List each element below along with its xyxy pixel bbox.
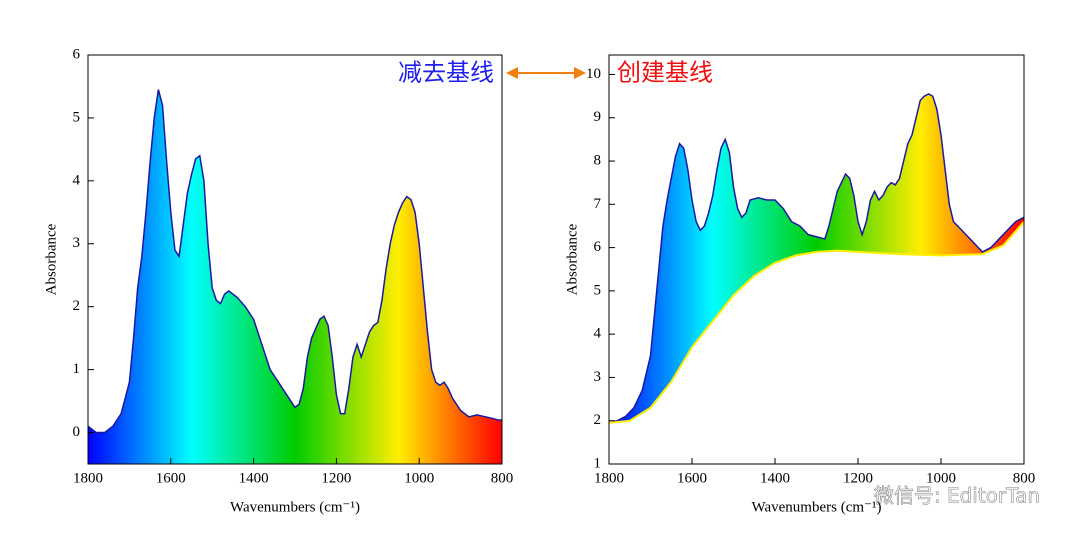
x-tick-label: 1400 (760, 470, 790, 486)
x-tick-label: 1800 (73, 470, 103, 486)
x-tick-label: 1800 (594, 470, 624, 486)
annotation: 创建基线 (617, 60, 713, 87)
y-tick-label: 4 (594, 326, 602, 342)
y-tick-label: 8 (594, 152, 602, 168)
y-tick-label: 6 (594, 239, 602, 255)
y-tick-label: 2 (73, 298, 81, 314)
x-tick-label: 1600 (156, 470, 186, 486)
y-tick-label: 0 (73, 424, 81, 440)
series-line (87, 89, 502, 434)
x-axis-label: Wavenumbers (cm⁻¹) (752, 499, 882, 515)
y-axis-label: Absorbance (43, 223, 59, 295)
y-tick-label: 5 (594, 282, 602, 298)
y-tick-label: 1 (594, 455, 602, 471)
x-tick-label: 1000 (926, 470, 956, 486)
series-line (608, 220, 1025, 424)
y-axis-label: Absorbance (564, 223, 580, 295)
watermark: 微信号: EditorTan (874, 484, 1040, 508)
x-tick-label: 1600 (677, 470, 707, 486)
y-tick-label: 3 (594, 369, 602, 385)
arrow-head (506, 67, 518, 79)
x-axis-label: Wavenumbers (cm⁻¹) (230, 499, 360, 515)
y-tick-label: 9 (594, 109, 602, 125)
y-tick-label: 1 (73, 361, 81, 377)
annotation: 减去基线 (398, 60, 494, 87)
series-line (608, 93, 1025, 424)
y-tick-label: 7 (594, 196, 602, 212)
y-tick-label: 3 (73, 235, 81, 251)
plot-frame (87, 54, 503, 465)
plot-frame (608, 54, 1025, 465)
gradient-fill (609, 93, 1024, 423)
x-tick-label: 1200 (321, 470, 351, 486)
x-tick-label: 800 (1013, 470, 1036, 486)
y-tick-label: 6 (73, 46, 81, 62)
x-tick-label: 1200 (843, 470, 873, 486)
arrow-head (574, 67, 586, 79)
y-tick-label: 5 (73, 109, 81, 125)
x-tick-label: 800 (491, 470, 514, 486)
y-tick-label: 2 (594, 412, 602, 428)
gradient-fill (88, 89, 502, 464)
x-tick-label: 1400 (239, 470, 269, 486)
x-tick-label: 1000 (404, 470, 434, 486)
y-tick-label: 10 (586, 66, 601, 82)
y-tick-label: 4 (73, 172, 81, 188)
